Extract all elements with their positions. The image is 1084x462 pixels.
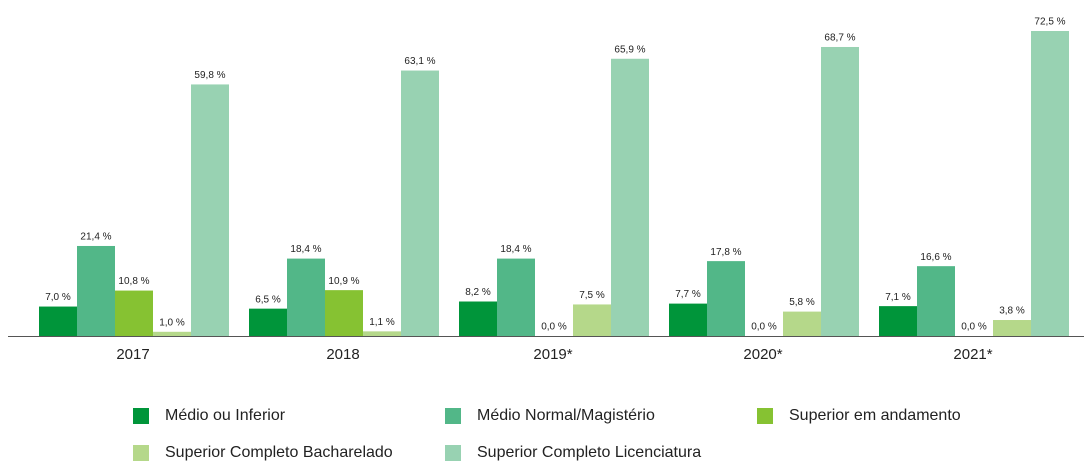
bar: [1031, 31, 1069, 336]
bar: [497, 258, 535, 336]
bar: [325, 290, 363, 336]
legend-label: Superior Completo Bacharelado: [165, 444, 393, 461]
value-label: 65,9 %: [614, 44, 645, 55]
value-label: 18,4 %: [290, 244, 321, 255]
value-label: 7,5 %: [579, 290, 605, 301]
legend-swatch: [757, 408, 773, 424]
value-label: 63,1 %: [404, 56, 435, 67]
legend-swatch: [133, 445, 149, 461]
bar: [39, 306, 77, 336]
bar: [707, 261, 745, 336]
x-tick-label: 2021*: [953, 346, 992, 363]
value-label: 1,1 %: [369, 317, 395, 328]
value-label: 21,4 %: [80, 232, 111, 243]
value-label: 18,4 %: [500, 244, 531, 255]
legend-label: Superior em andamento: [789, 407, 961, 424]
x-tick-label: 2020*: [743, 346, 782, 363]
value-label: 7,7 %: [675, 289, 701, 300]
bar: [115, 290, 153, 336]
legend-swatch: [445, 408, 461, 424]
bar: [363, 331, 401, 336]
bar: [573, 304, 611, 336]
x-tick-label: 2019*: [533, 346, 572, 363]
bar: [459, 301, 497, 336]
value-label: 6,5 %: [255, 294, 281, 305]
bar: [917, 266, 955, 336]
bar: [77, 245, 115, 336]
value-label: 68,7 %: [824, 33, 855, 44]
legend-label: Médio ou Inferior: [165, 407, 286, 424]
bar: [401, 70, 439, 336]
legend-label: Superior Completo Licenciatura: [477, 444, 701, 461]
bar: [821, 46, 859, 336]
value-label: 0,0 %: [541, 322, 567, 333]
value-label: 5,8 %: [789, 297, 815, 308]
bar: [879, 306, 917, 336]
bar: [993, 320, 1031, 336]
x-tick-label: 2017: [116, 346, 149, 363]
value-label: 72,5 %: [1034, 17, 1065, 28]
bar: [191, 84, 229, 337]
value-label: 10,8 %: [118, 276, 149, 287]
bar: [783, 311, 821, 336]
value-label: 3,8 %: [999, 306, 1025, 317]
value-label: 0,0 %: [961, 322, 987, 333]
bar: [153, 331, 191, 336]
value-label: 17,8 %: [710, 247, 741, 258]
bar: [611, 58, 649, 337]
bar: [669, 303, 707, 336]
legend-label: Médio Normal/Magistério: [477, 407, 655, 424]
value-label: 7,0 %: [45, 292, 71, 303]
value-label: 7,1 %: [885, 292, 911, 303]
value-label: 8,2 %: [465, 287, 491, 298]
x-tick-label: 2018: [326, 346, 359, 363]
value-label: 16,6 %: [920, 252, 951, 263]
legend-swatch: [133, 408, 149, 424]
value-label: 1,0 %: [159, 317, 185, 328]
value-label: 0,0 %: [751, 322, 777, 333]
bar: [249, 308, 287, 336]
legend-swatch: [445, 445, 461, 461]
value-label: 10,9 %: [328, 276, 359, 287]
bar: [287, 258, 325, 336]
value-label: 59,8 %: [194, 70, 225, 81]
